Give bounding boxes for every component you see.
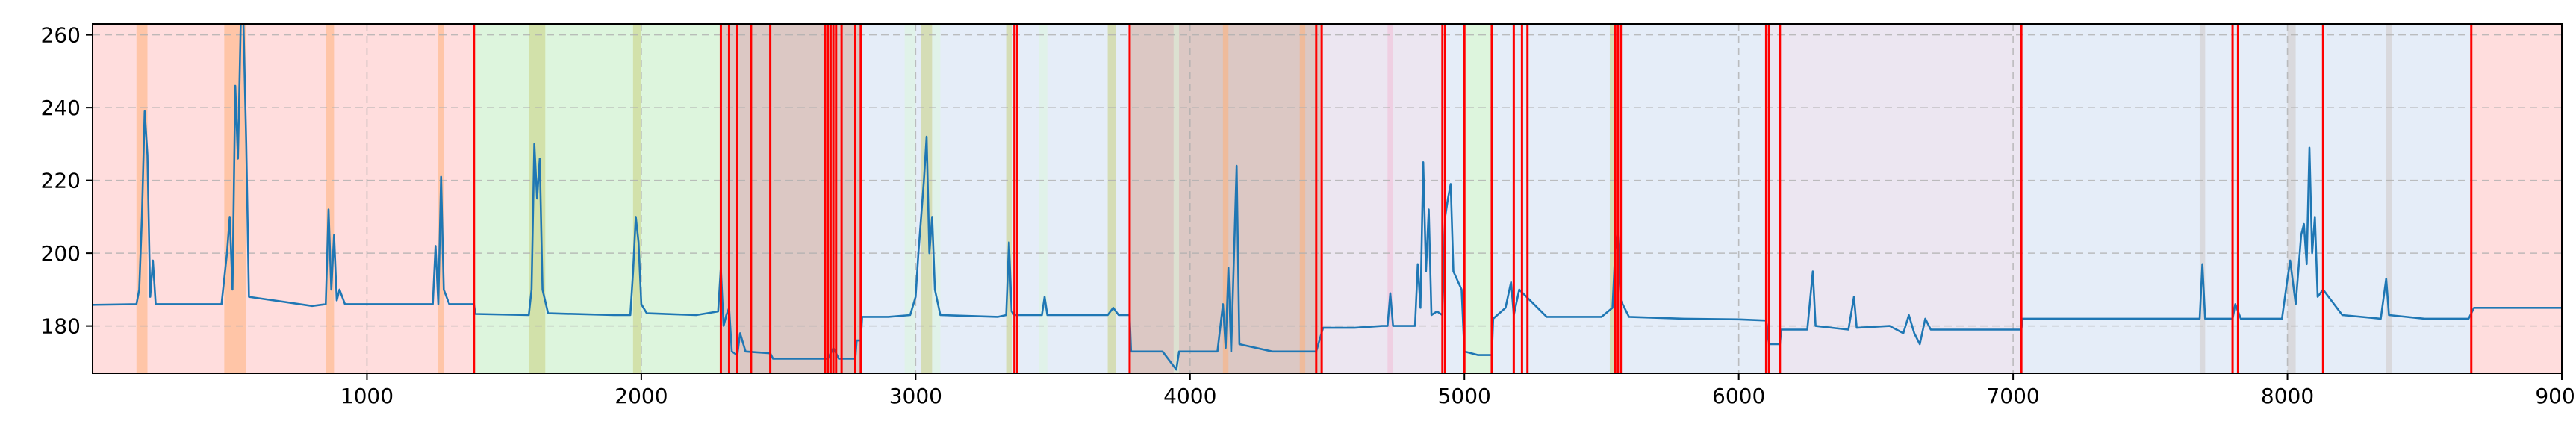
x-tick-label-1: 1000 <box>340 384 393 408</box>
x-tick-label-4: 4000 <box>1163 384 1216 408</box>
highlight-band-6 <box>632 24 641 373</box>
highlight-band-8 <box>921 24 933 373</box>
highlight-band-16 <box>1387 24 1393 373</box>
highlight-band-9 <box>932 24 941 373</box>
series-line-1 <box>93 24 2562 371</box>
x-tick-label-2: 2000 <box>615 384 668 408</box>
highlight-band-10 <box>1006 24 1012 373</box>
y-tick-label-3: 220 <box>41 169 81 193</box>
plot-frame <box>92 23 2563 374</box>
segment-band-12 <box>2021 24 2471 373</box>
y-tick-label-5: 260 <box>41 23 81 48</box>
highlight-band-19 <box>2287 24 2296 373</box>
highlight-band-17 <box>1609 24 1616 373</box>
plot-area <box>93 24 2562 373</box>
x-tick-label-7: 7000 <box>1986 384 2039 408</box>
y-tick-label-1: 180 <box>41 314 81 339</box>
x-tick-label-9: 9000 <box>2535 384 2576 408</box>
highlight-band-12 <box>1107 24 1116 373</box>
axes: 1000 2000 3000 4000 5000 6000 7000 8000 9000 180 2… <box>41 23 2576 408</box>
x-tick-label-3: 3000 <box>889 384 942 408</box>
plot-content <box>93 24 2562 373</box>
highlight-band-7 <box>904 24 916 373</box>
segment-band-2 <box>473 24 721 373</box>
highlight-band-2 <box>224 24 246 373</box>
x-tick-label-8: 8000 <box>2261 384 2314 408</box>
y-tick-label-4: 240 <box>41 96 81 120</box>
segment-band-5 <box>860 24 1130 373</box>
highlight-band-18 <box>2199 24 2206 373</box>
segment-band-1 <box>93 24 474 373</box>
highlight-band-13 <box>1173 24 1180 373</box>
x-tick-label-6: 6000 <box>1712 384 1765 408</box>
highlight-band-20 <box>2386 24 2392 373</box>
segment-band-9 <box>1464 24 1492 373</box>
segment-band-10 <box>1491 24 1770 373</box>
highlight-band-3 <box>326 24 335 373</box>
x-tick-label-5: 5000 <box>1438 384 1491 408</box>
highlight-band-11 <box>1039 24 1048 373</box>
highlight-band-15 <box>1299 24 1306 373</box>
segment-band-13 <box>2471 24 2562 373</box>
segment-band-11 <box>1769 24 2022 373</box>
y-tick-label-2: 200 <box>41 241 81 266</box>
segment-band-4 <box>770 24 861 373</box>
highlight-band-14 <box>1222 24 1229 373</box>
